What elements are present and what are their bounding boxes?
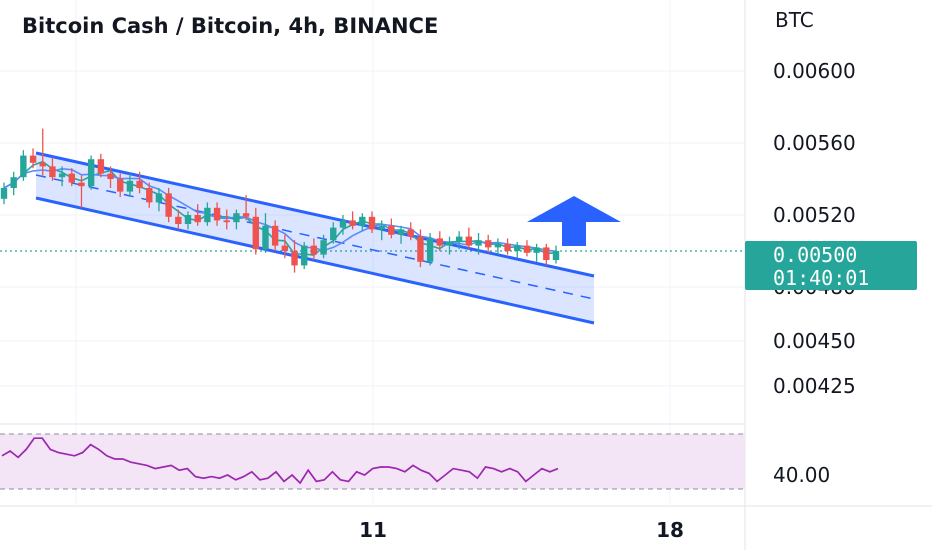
currency-label: BTC	[775, 8, 814, 32]
candle-body	[417, 236, 424, 262]
price-tick-label: 0.00425	[773, 374, 856, 398]
rsi-band	[0, 434, 745, 489]
candle-body	[194, 215, 201, 223]
candle-body	[252, 216, 259, 250]
candle-body	[388, 225, 395, 235]
candle-body	[97, 159, 105, 174]
candle-body	[87, 159, 95, 187]
candle-body	[10, 177, 17, 188]
candle-body	[184, 215, 192, 224]
candle-body	[291, 251, 298, 266]
candle-body	[446, 242, 453, 246]
candle-body	[29, 155, 37, 163]
candle-body	[213, 207, 221, 221]
candle-body	[262, 225, 269, 250]
price-tick-label: 0.00560	[773, 131, 856, 155]
candle-body	[165, 193, 172, 217]
candle-body	[20, 155, 27, 178]
candle-body	[368, 216, 376, 230]
candle-body	[0, 188, 8, 199]
chart-title: Bitcoin Cash / Bitcoin, 4h, BINANCE	[22, 14, 438, 38]
time-tick-label: 11	[359, 518, 387, 542]
price-tick-label: 0.00520	[773, 203, 856, 227]
candle-body	[330, 227, 337, 241]
candle-body	[78, 182, 85, 187]
moving-averages	[3, 160, 557, 257]
channel-fill	[36, 153, 594, 323]
candle-body	[155, 193, 163, 203]
rsi-line	[1, 437, 559, 485]
candle-body	[543, 247, 550, 260]
candle-body	[233, 213, 240, 223]
candle-body	[146, 188, 153, 203]
candle-countdown: 01:40:01	[773, 266, 869, 290]
candle-body	[58, 173, 66, 178]
candle-body	[271, 225, 279, 246]
candle-body	[436, 238, 443, 246]
candle-body	[136, 180, 143, 188]
up-arrow-icon	[527, 196, 621, 246]
candle-body	[281, 245, 289, 251]
channel-midline	[35, 174, 595, 300]
candle-body	[39, 162, 46, 167]
candle-body	[117, 179, 124, 192]
descending-channel[interactable]	[35, 151, 595, 325]
candle-body	[223, 220, 230, 223]
candle-body	[504, 243, 511, 251]
candle-body	[475, 240, 482, 246]
time-tick-label: 18	[656, 518, 684, 542]
candle-body	[465, 236, 473, 246]
current-price-tag[interactable]	[745, 241, 917, 290]
candles	[0, 128, 560, 273]
candle-body	[359, 216, 366, 226]
candle-body	[397, 229, 405, 235]
up-arrow-layer	[527, 196, 621, 246]
rsi-panel	[0, 433, 745, 490]
candle-body	[339, 220, 347, 228]
candle-body	[494, 243, 502, 248]
channel-upper-line[interactable]	[35, 151, 595, 278]
candle-body	[455, 236, 463, 242]
ma-slow-line	[3, 167, 557, 253]
candle-body	[310, 245, 318, 255]
candle-body	[242, 213, 250, 217]
rsi-value-label: 40.00	[773, 463, 830, 487]
candle-body	[485, 240, 492, 248]
candle-body	[514, 245, 521, 251]
channel-lower-line[interactable]	[35, 196, 595, 325]
price-axis[interactable]: BTC0.006000.005600.005200.004800.004500.…	[745, 8, 917, 487]
candle-body	[68, 173, 75, 183]
candle-body	[378, 225, 385, 230]
candle-body	[320, 240, 327, 255]
candle-body	[533, 247, 540, 253]
candle-body	[523, 245, 531, 253]
candle-body	[426, 238, 434, 262]
candle-body	[126, 180, 134, 192]
candle-body	[49, 166, 56, 178]
candle-body	[175, 216, 182, 224]
price-tick-label: 0.00450	[773, 329, 856, 353]
candle-body	[107, 173, 114, 179]
price-tick-label: 0.00600	[773, 59, 856, 83]
candle-body	[407, 229, 414, 237]
candle-body	[552, 251, 560, 260]
candle-body	[301, 245, 308, 266]
candle-body	[204, 207, 211, 223]
candle-body	[349, 220, 356, 226]
current-price-value: 0.00500	[773, 243, 857, 267]
time-axis[interactable]: 11 18	[359, 518, 684, 542]
